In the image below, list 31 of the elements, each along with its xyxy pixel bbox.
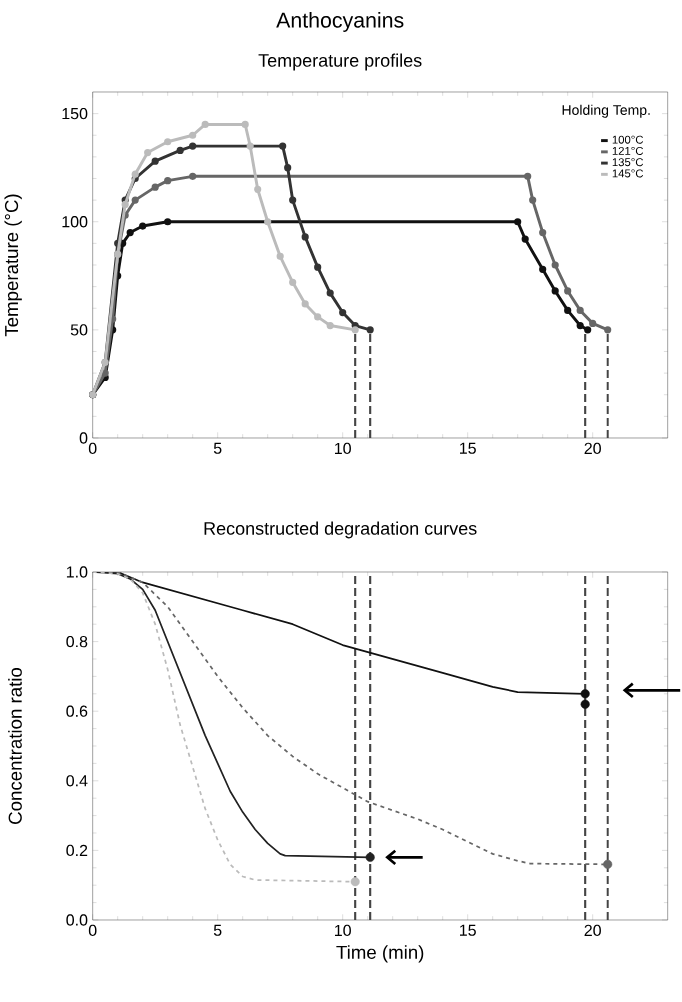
x-tick-label: 20 — [584, 442, 602, 455]
y-tick-label: 150 — [62, 107, 88, 120]
x-tick-label: 15 — [460, 442, 477, 454]
y-tick-label: 0.4 — [66, 775, 88, 787]
y-axis-title: Temperature (°C) — [4, 194, 23, 337]
y-tick-label: 0.0 — [66, 914, 88, 926]
x-tick-label: 0 — [89, 442, 97, 455]
y-tick-label: 0 — [79, 432, 88, 444]
x-tick-label: 0 — [89, 924, 97, 937]
legend-label: 145°C — [612, 169, 644, 178]
legend-label: 135°C — [612, 158, 644, 167]
chart-subtitle: Temperature profiles — [258, 53, 422, 71]
y-tick-label: 1.0 — [67, 566, 88, 578]
y-tick-label: 50 — [71, 324, 88, 336]
x-tick-label: 15 — [460, 924, 477, 936]
legend-label: 121°C — [612, 146, 644, 155]
chart-title: Reconstructed degradation curves — [204, 521, 477, 539]
y-tick-label: 0.8 — [66, 635, 88, 648]
x-tick-label: 10 — [335, 442, 352, 455]
legend-title: Holding Temp. — [562, 104, 650, 118]
y-tick-label: 100 — [62, 216, 88, 228]
y-tick-label: 0.2 — [66, 844, 88, 857]
x-tick-label: 5 — [214, 924, 222, 936]
x-tick-label: 20 — [584, 924, 602, 937]
y-axis-title: Concentration ratio — [8, 667, 23, 824]
chart-title: Anthocyanins — [276, 12, 404, 32]
x-tick-label: 5 — [214, 442, 222, 454]
legend-label: 100°C — [612, 135, 644, 144]
x-axis-title: Time (min) — [336, 945, 424, 963]
y-tick-label: 0.6 — [66, 705, 88, 717]
x-tick-label: 10 — [335, 924, 352, 937]
